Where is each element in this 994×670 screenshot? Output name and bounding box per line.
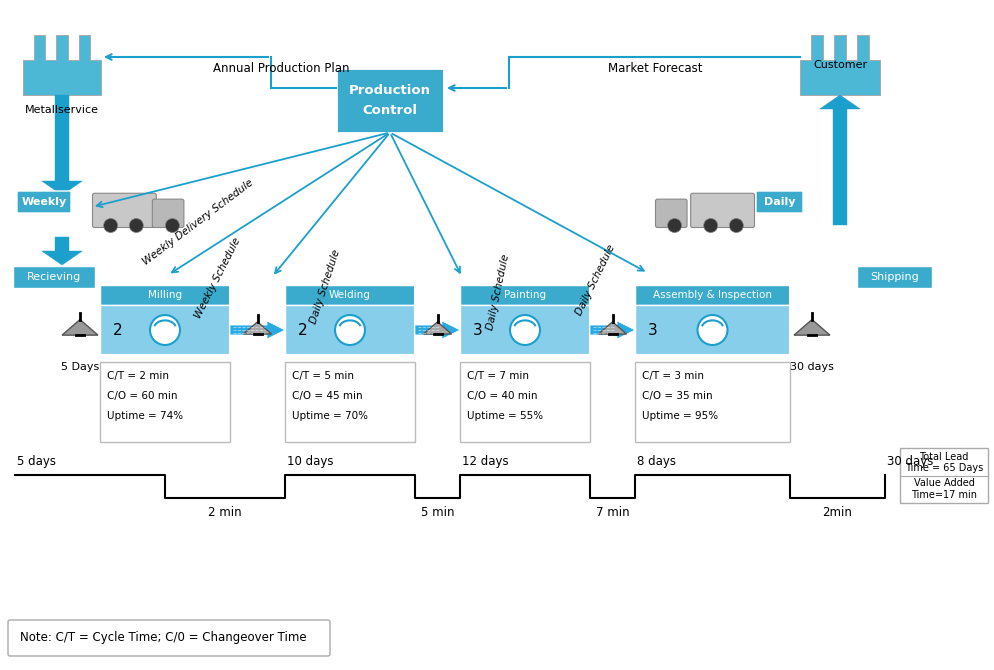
Polygon shape xyxy=(819,95,860,225)
Text: C/O = 60 min: C/O = 60 min xyxy=(107,391,177,401)
FancyBboxPatch shape xyxy=(100,362,230,442)
Polygon shape xyxy=(634,305,789,355)
Polygon shape xyxy=(423,322,451,334)
FancyBboxPatch shape xyxy=(13,266,94,288)
FancyBboxPatch shape xyxy=(8,620,330,656)
Text: 2: 2 xyxy=(113,322,122,338)
Polygon shape xyxy=(100,285,230,305)
Text: C/T = 7 min: C/T = 7 min xyxy=(466,371,529,381)
Text: Weekly Schedule: Weekly Schedule xyxy=(193,236,243,320)
Polygon shape xyxy=(793,320,829,335)
Text: C/O = 45 min: C/O = 45 min xyxy=(291,391,362,401)
FancyBboxPatch shape xyxy=(284,362,414,442)
Polygon shape xyxy=(23,35,101,95)
FancyBboxPatch shape xyxy=(92,193,156,228)
Polygon shape xyxy=(244,322,271,334)
Circle shape xyxy=(103,218,117,232)
Polygon shape xyxy=(62,320,97,335)
Polygon shape xyxy=(414,321,459,339)
Circle shape xyxy=(703,218,717,232)
FancyBboxPatch shape xyxy=(459,362,589,442)
Text: Control: Control xyxy=(362,103,417,117)
Text: Weekly Delivery Schedule: Weekly Delivery Schedule xyxy=(141,178,254,267)
Text: Customer: Customer xyxy=(812,60,866,70)
Text: 3: 3 xyxy=(473,322,482,338)
Polygon shape xyxy=(284,285,414,305)
FancyBboxPatch shape xyxy=(900,448,987,503)
Text: 5 min: 5 min xyxy=(420,506,454,519)
Polygon shape xyxy=(589,321,634,339)
Polygon shape xyxy=(42,95,83,195)
Text: Painting: Painting xyxy=(503,290,546,300)
Text: Milling: Milling xyxy=(148,290,182,300)
Text: Value Added
Time=17 min: Value Added Time=17 min xyxy=(911,478,976,500)
Text: Shipping: Shipping xyxy=(870,272,918,282)
Text: 30 days: 30 days xyxy=(886,455,932,468)
Polygon shape xyxy=(459,305,589,355)
Circle shape xyxy=(129,218,143,232)
Text: Recieving: Recieving xyxy=(27,272,82,282)
Text: C/T = 2 min: C/T = 2 min xyxy=(107,371,169,381)
Text: Daily Schedule: Daily Schedule xyxy=(308,249,341,326)
Polygon shape xyxy=(284,305,414,355)
Text: Daily: Daily xyxy=(763,197,795,207)
Text: Daily Schedule: Daily Schedule xyxy=(485,253,511,331)
FancyBboxPatch shape xyxy=(856,266,931,288)
Text: C/O = 35 min: C/O = 35 min xyxy=(641,391,712,401)
Circle shape xyxy=(510,315,540,345)
Text: C/T = 3 min: C/T = 3 min xyxy=(641,371,704,381)
FancyBboxPatch shape xyxy=(336,68,443,133)
Circle shape xyxy=(150,315,180,345)
Text: Metallservice: Metallservice xyxy=(25,105,98,115)
Text: 5 days: 5 days xyxy=(17,455,56,468)
Circle shape xyxy=(697,315,727,345)
FancyBboxPatch shape xyxy=(655,199,687,228)
Polygon shape xyxy=(799,35,879,95)
Text: C/T = 5 min: C/T = 5 min xyxy=(291,371,354,381)
Polygon shape xyxy=(459,285,589,305)
Text: 2 min: 2 min xyxy=(208,506,242,519)
Text: Uptime = 70%: Uptime = 70% xyxy=(291,411,368,421)
Text: Weekly: Weekly xyxy=(21,197,67,207)
Text: Uptime = 95%: Uptime = 95% xyxy=(641,411,718,421)
Text: 2min: 2min xyxy=(822,506,852,519)
Circle shape xyxy=(165,218,179,232)
Text: 10 days: 10 days xyxy=(286,455,333,468)
Text: Market Forecast: Market Forecast xyxy=(607,62,702,75)
FancyBboxPatch shape xyxy=(690,193,753,228)
FancyBboxPatch shape xyxy=(634,362,789,442)
Text: Note: C/T = Cycle Time; C/0 = Changeover Time: Note: C/T = Cycle Time; C/0 = Changeover… xyxy=(20,632,306,645)
Text: Daily Schedule: Daily Schedule xyxy=(573,243,616,317)
Text: 12 days: 12 days xyxy=(461,455,508,468)
Text: 2: 2 xyxy=(298,322,307,338)
Polygon shape xyxy=(100,305,230,355)
Text: 30 days: 30 days xyxy=(789,362,833,372)
Text: Annual Production Plan: Annual Production Plan xyxy=(213,62,349,75)
Text: Production: Production xyxy=(349,84,430,96)
Circle shape xyxy=(335,315,365,345)
Polygon shape xyxy=(42,237,83,265)
Text: Uptime = 74%: Uptime = 74% xyxy=(107,411,183,421)
Polygon shape xyxy=(598,322,626,334)
Text: 7 min: 7 min xyxy=(595,506,628,519)
FancyBboxPatch shape xyxy=(17,191,71,213)
Text: 3: 3 xyxy=(647,322,657,338)
Text: Total Lead
Time = 65 Days: Total Lead Time = 65 Days xyxy=(904,452,982,473)
Circle shape xyxy=(729,218,743,232)
FancyBboxPatch shape xyxy=(755,191,802,213)
FancyBboxPatch shape xyxy=(152,199,184,228)
Text: C/O = 40 min: C/O = 40 min xyxy=(466,391,537,401)
Text: 8 days: 8 days xyxy=(636,455,675,468)
Polygon shape xyxy=(230,321,284,339)
Text: 5 Days: 5 Days xyxy=(61,362,99,372)
Text: Welding: Welding xyxy=(329,290,371,300)
Text: Assembly & Inspection: Assembly & Inspection xyxy=(652,290,771,300)
Circle shape xyxy=(667,218,681,232)
Polygon shape xyxy=(634,285,789,305)
Text: Uptime = 55%: Uptime = 55% xyxy=(466,411,543,421)
